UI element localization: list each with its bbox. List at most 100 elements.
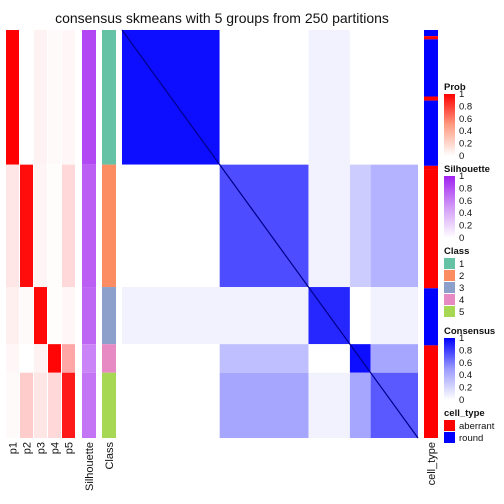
legend-tick-label: 0.8: [459, 183, 472, 194]
legend-swatch: [444, 282, 455, 293]
legend-swatch: [444, 258, 455, 269]
prob-cell: [48, 287, 61, 345]
legend-color-bar: [444, 94, 455, 156]
cell-type-band: [424, 165, 438, 170]
legend-tick-label: 0.2: [459, 139, 472, 150]
prob-cell: [48, 372, 61, 438]
class-cell: [102, 30, 116, 165]
cell-type-band: [424, 169, 438, 289]
consensus-block: [349, 287, 371, 345]
legend-tick-label: 0.8: [459, 345, 472, 356]
prob-cell: [62, 164, 75, 288]
class-cell: [102, 164, 116, 288]
consensus-matrix: [121, 29, 419, 439]
prob-cell: [20, 344, 33, 373]
class-cell: [102, 344, 116, 373]
prob-cell: [20, 372, 33, 438]
legend-tick-label: 0.8: [459, 101, 472, 112]
silhouette-cell: [82, 287, 96, 345]
legend-swatch: [444, 306, 455, 317]
consensus-block: [308, 164, 350, 288]
legend-tick-label: 0: [459, 151, 464, 162]
cell-type-band: [424, 100, 438, 166]
legend-color-bar: [444, 176, 455, 238]
legend-item-label: round: [459, 433, 483, 444]
column-label: p3: [36, 442, 48, 454]
prob-cell: [20, 287, 33, 345]
consensus-block: [349, 372, 371, 438]
annotation-columns: [6, 30, 116, 438]
legend-item-label: 4: [459, 295, 464, 306]
cell-type-column: [424, 30, 438, 438]
legend-tick-label: 0.4: [459, 370, 472, 381]
prob-cell: [6, 164, 19, 288]
consensus-block: [219, 372, 309, 438]
cell-type-band: [424, 345, 438, 438]
prob-cell: [62, 372, 75, 438]
silhouette-cell: [82, 30, 96, 165]
silhouette-cell: [82, 344, 96, 373]
consensus-block: [349, 164, 371, 288]
cell-type-band: [424, 36, 438, 40]
prob-cell: [6, 372, 19, 438]
legend-tick-label: 1: [459, 333, 464, 344]
consensus-block: [370, 344, 418, 373]
consensus-block: [122, 344, 220, 373]
legend-item-label: 5: [459, 307, 464, 318]
consensus-block: [219, 30, 309, 165]
legend-swatch: [444, 270, 455, 281]
legend-swatch: [444, 420, 455, 431]
column-label: p5: [64, 442, 76, 454]
prob-cell: [34, 164, 47, 288]
consensus-block: [308, 344, 350, 373]
consensus-block: [122, 372, 220, 438]
prob-cell: [20, 30, 33, 165]
legend-item-label: 1: [459, 259, 464, 270]
prob-cell: [62, 344, 75, 373]
consensus-block: [370, 30, 418, 165]
prob-cell: [34, 287, 47, 345]
consensus-block: [308, 372, 350, 438]
legend-tick-label: 0.2: [459, 221, 472, 232]
cell-type-band: [424, 96, 438, 101]
legend-title: Class: [444, 246, 469, 257]
legend-tick-label: 0.2: [459, 383, 472, 394]
chart-title: consensus skmeans with 5 groups from 250…: [55, 10, 389, 26]
column-label: Silhouette: [84, 442, 96, 491]
prob-cell: [34, 372, 47, 438]
legend-tick-label: 0.4: [459, 126, 472, 137]
legend-item-label: aberrant: [459, 421, 495, 432]
consensus-block: [349, 30, 371, 165]
prob-cell: [34, 30, 47, 165]
consensus-block: [308, 30, 350, 165]
prob-cell: [6, 287, 19, 345]
prob-cell: [20, 164, 33, 288]
prob-cell: [62, 287, 75, 345]
silhouette-cell: [82, 164, 96, 288]
consensus-block: [122, 287, 220, 345]
legend-tick-label: 0: [459, 395, 464, 406]
consensus-block: [219, 344, 309, 373]
legend-tick-label: 1: [459, 171, 464, 182]
legend-title: Prob: [444, 82, 466, 93]
legend-title: Silhouette: [444, 164, 490, 175]
consensus-block: [219, 287, 309, 345]
legend-tick-label: 0.6: [459, 358, 472, 369]
column-label: p4: [50, 442, 62, 454]
column-label: p1: [8, 442, 20, 454]
prob-cell: [6, 30, 19, 165]
matrix-diagonal: [121, 29, 419, 439]
legend-swatch: [444, 432, 455, 443]
legend-item-label: 3: [459, 283, 464, 294]
legend-color-bar: [444, 338, 455, 400]
prob-cell: [62, 30, 75, 165]
column-label: Class: [104, 442, 116, 470]
cell-type-band: [424, 39, 438, 97]
prob-cell: [48, 164, 61, 288]
class-cell: [102, 372, 116, 438]
prob-cell: [34, 344, 47, 373]
cell-type-band: [424, 288, 438, 346]
prob-cell: [48, 30, 61, 165]
consensus-block: [122, 164, 220, 288]
